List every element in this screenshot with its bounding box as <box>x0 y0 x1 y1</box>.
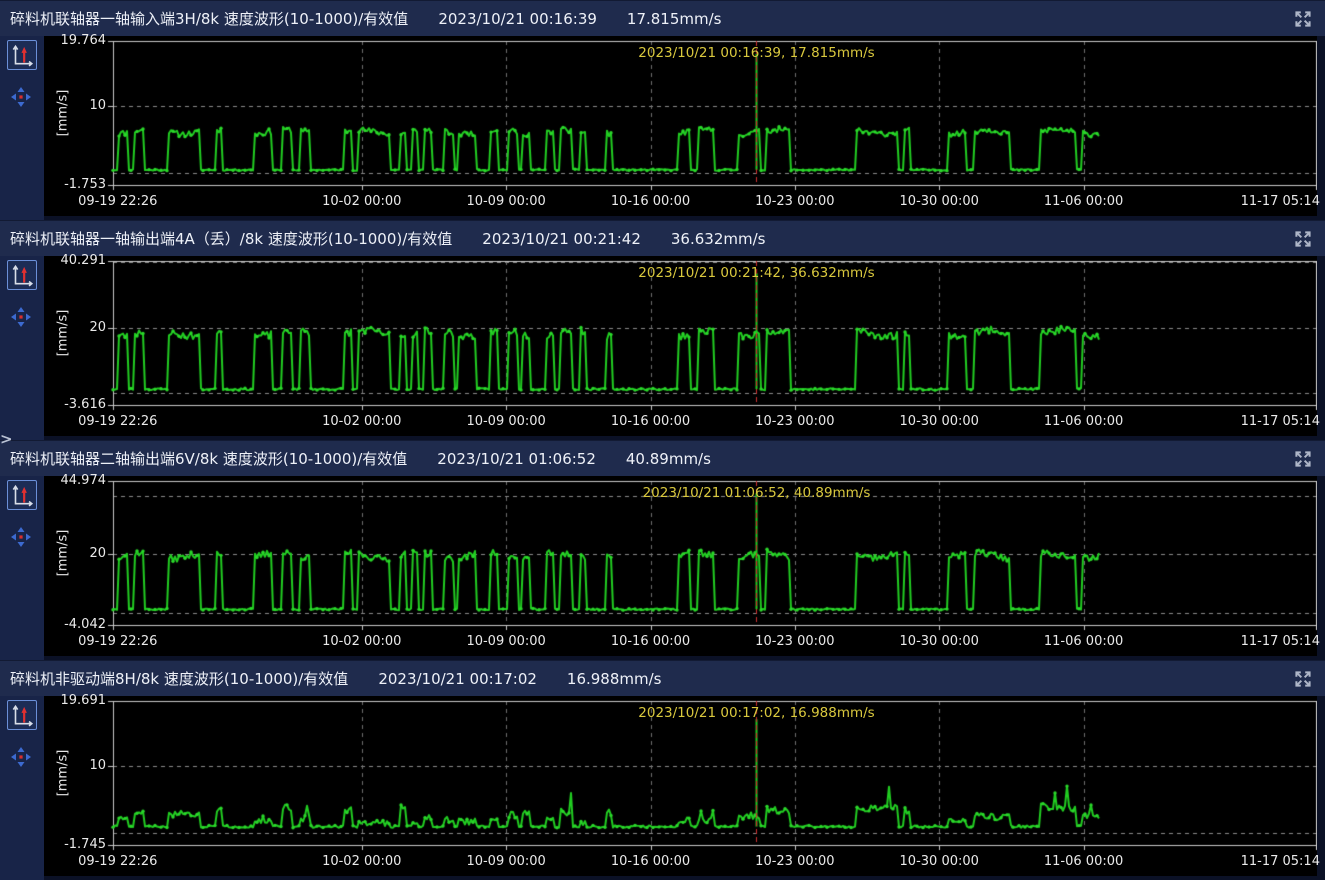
cursor-value: 16.988mm/s <box>566 669 662 688</box>
chart-area: 44.974 20 -4.042 [mm/s] 2023/10/21 01:06… <box>44 474 1320 656</box>
trend-panel-1: 碎料机联轴器一轴输入端3H/8k 速度波形(10-1000)/有效值 2023/… <box>0 0 1325 220</box>
autoscale-button[interactable] <box>7 480 37 510</box>
chart-toolbar <box>0 36 44 220</box>
chart-toolbar <box>0 256 44 440</box>
panel-titlebar: 碎料机联轴器一轴输入端3H/8k 速度波形(10-1000)/有效值 2023/… <box>0 0 1325 36</box>
panel-titlebar: 碎料机联轴器一轴输出端4A（丢）/8k 速度波形(10-1000)/有效值 20… <box>0 220 1325 256</box>
autoscale-button[interactable] <box>7 40 37 70</box>
measurement-title: 碎料机联轴器一轴输入端3H/8k 速度波形(10-1000)/有效值 <box>10 10 409 28</box>
trend-panel-2: 碎料机联轴器一轴输出端4A（丢）/8k 速度波形(10-1000)/有效值 20… <box>0 220 1325 440</box>
measurement-title: 碎料机联轴器一轴输出端4A（丢）/8k 速度波形(10-1000)/有效值 <box>10 230 453 248</box>
cursor-value: 17.815mm/s <box>626 9 722 28</box>
trend-canvas[interactable] <box>44 256 1317 436</box>
pan-icon[interactable] <box>10 86 32 108</box>
chart-area: 19.764 10 -1.753 [mm/s] 2023/10/21 00:16… <box>44 34 1320 216</box>
cursor-value: 40.89mm/s <box>625 449 711 468</box>
chart-row: 40.291 20 -3.616 [mm/s] 2023/10/21 00:21… <box>0 254 1325 440</box>
chart-row: 19.764 10 -1.753 [mm/s] 2023/10/21 00:16… <box>0 34 1325 220</box>
autoscale-button[interactable] <box>7 260 37 290</box>
trend-canvas[interactable] <box>44 696 1317 876</box>
expand-icon[interactable] <box>1292 8 1314 30</box>
cursor-timestamp: 2023/10/21 00:17:02 <box>378 669 537 688</box>
trend-panel-3: 碎料机联轴器二轴输出端6V/8k 速度波形(10-1000)/有效值 2023/… <box>0 440 1325 660</box>
measurement-title: 碎料机非驱动端8H/8k 速度波形(10-1000)/有效值 <box>10 670 349 688</box>
expand-icon[interactable] <box>1292 228 1314 250</box>
chart-area: 19.691 10 -1.745 [mm/s] 2023/10/21 00:17… <box>44 694 1320 876</box>
cursor-timestamp: 2023/10/21 00:16:39 <box>438 9 597 28</box>
panel-titlebar: 碎料机联轴器二轴输出端6V/8k 速度波形(10-1000)/有效值 2023/… <box>0 440 1325 476</box>
expand-icon[interactable] <box>1292 668 1314 690</box>
chart-toolbar <box>0 696 44 880</box>
cursor-timestamp: 2023/10/21 01:06:52 <box>437 449 596 468</box>
trend-canvas[interactable] <box>44 36 1317 216</box>
pan-icon[interactable] <box>10 526 32 548</box>
chart-area: 40.291 20 -3.616 [mm/s] 2023/10/21 00:21… <box>44 254 1320 436</box>
panel-titlebar: 碎料机非驱动端8H/8k 速度波形(10-1000)/有效值 2023/10/2… <box>0 660 1325 696</box>
pan-icon[interactable] <box>10 306 32 328</box>
chart-row: 44.974 20 -4.042 [mm/s] 2023/10/21 01:06… <box>0 474 1325 660</box>
cursor-timestamp: 2023/10/21 00:21:42 <box>482 229 641 248</box>
autoscale-button[interactable] <box>7 700 37 730</box>
sidebar-collapse-chevron[interactable]: > <box>0 430 13 448</box>
chart-row: 19.691 10 -1.745 [mm/s] 2023/10/21 00:17… <box>0 694 1325 880</box>
pan-icon[interactable] <box>10 746 32 768</box>
chart-toolbar <box>0 476 44 660</box>
trend-panel-4: 碎料机非驱动端8H/8k 速度波形(10-1000)/有效值 2023/10/2… <box>0 660 1325 880</box>
trend-canvas[interactable] <box>44 476 1317 656</box>
measurement-title: 碎料机联轴器二轴输出端6V/8k 速度波形(10-1000)/有效值 <box>10 450 408 468</box>
cursor-value: 36.632mm/s <box>670 229 766 248</box>
expand-icon[interactable] <box>1292 448 1314 470</box>
